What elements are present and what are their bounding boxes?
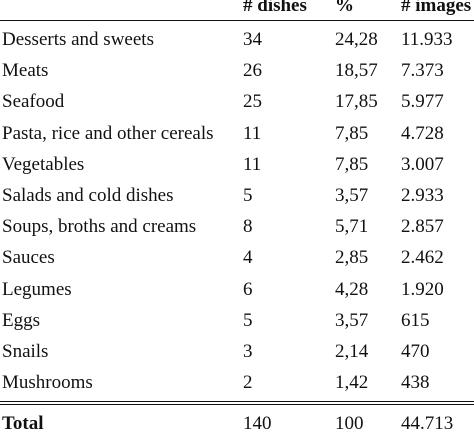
cell-percent: 3,57 [335,309,369,331]
cell-category: Snails [2,340,49,362]
cell-category: Salads and cold dishes [2,184,174,206]
cell-images: 2.933 [401,184,444,206]
table-row: Mushrooms 2 1,42 438 [0,367,474,398]
cell-percent: 17,85 [335,91,378,113]
header-percent: % [335,0,354,16]
cell-category: Legumes [2,278,72,300]
cell-category: Pasta, rice and other cereals [2,122,214,144]
table-row: Soups, broths and creams 8 5,71 2.857 [0,211,474,242]
total-row: Total 140 100 44.713 [0,408,474,439]
cell-images: 615 [401,309,430,331]
cell-category: Seafood [2,91,65,113]
cell-dishes: 11 [243,122,262,144]
table-row: Eggs 5 3,57 615 [0,305,474,336]
table-row: Snails 3 2,14 470 [0,336,474,367]
table-row: Seafood 25 17,85 5.977 [0,86,474,117]
cell-images: 1.920 [401,278,444,300]
cell-images: 3.007 [401,153,444,175]
cell-dishes: 34 [243,29,262,50]
table-row: Vegetables 11 7,85 3.007 [0,149,474,180]
cell-dishes: 11 [243,153,262,175]
cell-dishes: 25 [243,91,262,113]
cell-images: 5.977 [401,91,444,113]
cell-dishes: 5 [243,184,253,206]
total-images: 44.713 [401,413,454,434]
cell-dishes: 5 [243,309,253,331]
cell-category: Meats [2,60,49,82]
cell-percent: 7,85 [335,153,369,175]
cell-percent: 3,57 [335,184,369,206]
cell-images: 7.373 [401,60,444,82]
table-row: Salads and cold dishes 5 3,57 2.933 [0,180,474,211]
header-images: # images [401,0,472,16]
cell-category: Eggs [2,309,40,331]
cell-percent: 24,28 [335,29,378,50]
cell-percent: 4,28 [335,278,369,300]
cell-dishes: 8 [243,216,253,238]
cell-category: Vegetables [2,153,85,175]
table-row: Legumes 6 4,28 1.920 [0,274,474,305]
table-row: Sauces 4 2,85 2.462 [0,242,474,273]
cell-images: 4.728 [401,122,444,144]
total-rule-bottom [0,404,474,405]
cell-percent: 2,14 [335,340,369,362]
cell-images: 11.933 [401,29,453,50]
cell-dishes: 6 [243,278,253,300]
total-rule-top [0,401,474,402]
total-label: Total [2,413,44,434]
cell-percent: 1,42 [335,372,369,394]
cell-dishes: 2 [243,372,253,394]
total-dishes: 140 [243,413,272,434]
cell-dishes: 3 [243,340,253,362]
cell-percent: 18,57 [335,60,378,82]
table-row: Desserts and sweets 34 24,28 11.933 [0,24,474,55]
cell-images: 2.462 [401,247,444,269]
table-header-row: # dishes % # images [0,0,474,22]
cell-images: 438 [401,372,430,394]
cell-percent: 7,85 [335,122,369,144]
cell-percent: 5,71 [335,216,369,238]
cell-category: Mushrooms [2,372,93,394]
cell-dishes: 26 [243,60,262,82]
cell-category: Sauces [2,247,55,269]
cell-dishes: 4 [243,247,253,269]
table-body: Desserts and sweets 34 24,28 11.933 Meats 26 1… [0,24,474,398]
header-dishes: # dishes [243,0,307,16]
header-rule [0,20,474,21]
cell-images: 470 [401,340,430,362]
cell-category: Desserts and sweets [2,29,154,50]
cell-percent: 2,85 [335,247,369,269]
total-percent: 100 [335,413,364,434]
table-row: Meats 26 18,57 7.373 [0,55,474,86]
cell-category: Soups, broths and creams [2,216,197,238]
cell-images: 2.857 [401,216,444,238]
table-row: Pasta, rice and other cereals 11 7,85 4.728 [0,118,474,149]
